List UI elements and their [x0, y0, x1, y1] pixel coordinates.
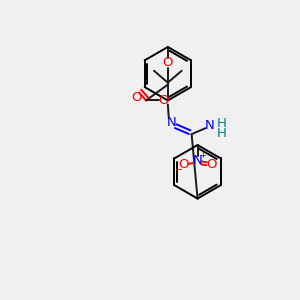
Text: H: H [216, 117, 226, 130]
Text: O: O [206, 158, 217, 171]
Text: −: − [175, 165, 183, 175]
Text: O: O [159, 94, 169, 107]
Text: +: + [199, 152, 206, 160]
Text: N: N [167, 116, 177, 129]
Text: N: N [193, 154, 202, 167]
Text: H: H [216, 127, 226, 140]
Text: O: O [178, 158, 189, 171]
Text: N: N [205, 119, 214, 132]
Text: O: O [163, 56, 173, 69]
Text: O: O [131, 91, 141, 104]
